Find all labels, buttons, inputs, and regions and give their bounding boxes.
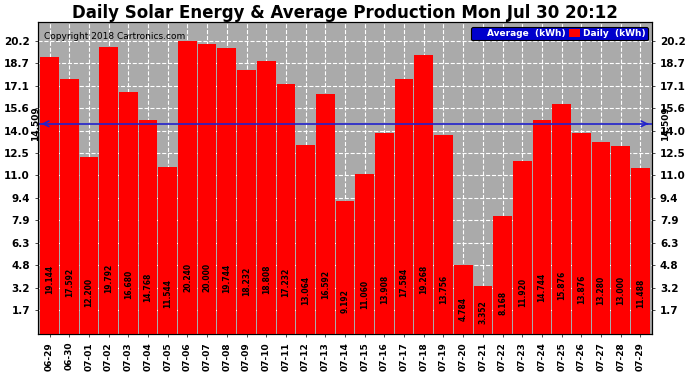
Bar [60, 79, 79, 334]
Bar [198, 44, 217, 334]
Bar [217, 48, 236, 334]
Bar [257, 62, 275, 334]
Title: Daily Solar Energy & Average Production Mon Jul 30 20:12: Daily Solar Energy & Average Production … [72, 4, 618, 22]
Bar [296, 145, 315, 334]
Text: 14.509: 14.509 [660, 106, 669, 141]
Text: 17.232: 17.232 [282, 268, 290, 297]
Text: 13.756: 13.756 [439, 275, 448, 304]
Text: 8.168: 8.168 [498, 290, 507, 315]
Text: 11.544: 11.544 [164, 279, 172, 308]
Text: 20.240: 20.240 [183, 262, 192, 292]
Text: 17.592: 17.592 [65, 268, 74, 297]
Bar [335, 201, 355, 334]
Bar [178, 40, 197, 334]
Bar [375, 132, 394, 334]
Bar [277, 84, 295, 334]
Text: 18.232: 18.232 [242, 266, 251, 296]
Text: 13.064: 13.064 [301, 276, 310, 305]
Text: 9.192: 9.192 [340, 289, 350, 313]
Text: 4.784: 4.784 [459, 297, 468, 321]
Text: 15.876: 15.876 [558, 271, 566, 300]
Bar [316, 93, 335, 334]
Bar [533, 120, 551, 334]
Text: 13.000: 13.000 [616, 276, 625, 306]
Text: 14.509: 14.509 [31, 106, 40, 141]
Bar [552, 104, 571, 334]
Bar [572, 133, 591, 334]
Text: 17.584: 17.584 [400, 267, 408, 297]
Legend: Average  (kWh), Daily  (kWh): Average (kWh), Daily (kWh) [471, 27, 648, 40]
Bar [592, 142, 611, 334]
Text: 20.000: 20.000 [203, 263, 212, 292]
Bar [415, 55, 433, 334]
Text: 11.920: 11.920 [518, 278, 526, 308]
Text: 13.876: 13.876 [577, 274, 586, 304]
Bar [631, 168, 650, 334]
Bar [99, 47, 118, 334]
Text: 19.744: 19.744 [222, 264, 231, 293]
Bar [611, 146, 630, 334]
Text: 11.060: 11.060 [360, 280, 369, 309]
Bar [473, 286, 492, 334]
Text: 11.488: 11.488 [636, 279, 645, 308]
Bar [493, 216, 512, 334]
Text: 12.200: 12.200 [84, 278, 93, 307]
Bar [513, 161, 532, 334]
Text: 13.280: 13.280 [597, 276, 606, 305]
Text: 3.352: 3.352 [478, 300, 487, 324]
Bar [454, 265, 473, 334]
Text: 18.808: 18.808 [262, 265, 270, 294]
Text: 19.268: 19.268 [420, 264, 428, 294]
Text: 16.680: 16.680 [124, 269, 132, 298]
Text: Copyright 2018 Cartronics.com: Copyright 2018 Cartronics.com [44, 32, 185, 41]
Text: 14.768: 14.768 [144, 273, 152, 302]
Text: 14.744: 14.744 [538, 273, 546, 302]
Bar [237, 70, 256, 334]
Bar [355, 174, 374, 334]
Bar [434, 135, 453, 334]
Bar [79, 157, 98, 334]
Bar [158, 167, 177, 334]
Bar [139, 120, 157, 334]
Bar [119, 92, 138, 334]
Bar [40, 57, 59, 334]
Text: 19.792: 19.792 [104, 263, 113, 292]
Text: 13.908: 13.908 [380, 274, 389, 304]
Text: 19.144: 19.144 [45, 265, 54, 294]
Text: 16.592: 16.592 [321, 270, 330, 298]
Bar [395, 79, 413, 334]
